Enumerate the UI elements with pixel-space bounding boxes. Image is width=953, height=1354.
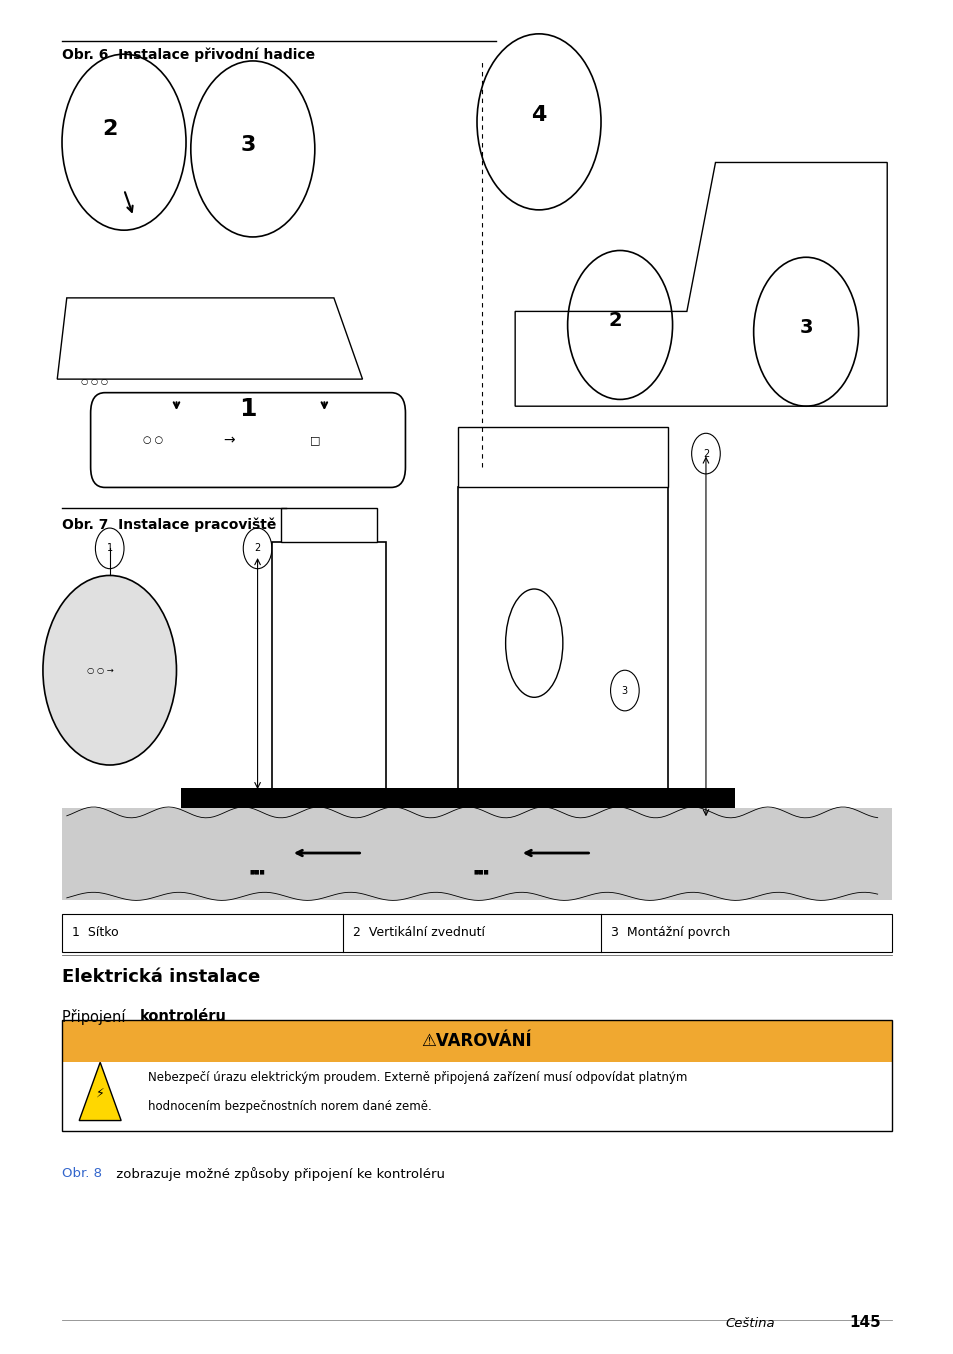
Bar xyxy=(62,1020,891,1131)
Text: 1  Sítko: 1 Sítko xyxy=(71,926,118,940)
Text: hodnocením bezpečnostních norem dané země.: hodnocením bezpečnostních norem dané zem… xyxy=(148,1099,431,1113)
Polygon shape xyxy=(79,1063,121,1121)
Bar xyxy=(62,914,891,952)
Text: 3  Montážní povrch: 3 Montážní povrch xyxy=(610,926,729,940)
FancyBboxPatch shape xyxy=(91,393,405,487)
Text: 1: 1 xyxy=(107,543,112,554)
Bar xyxy=(62,1062,891,1131)
Text: Připojení: Připojení xyxy=(62,1009,130,1025)
Text: ○ ○ ○: ○ ○ ○ xyxy=(81,378,108,386)
Text: ○ ○ →: ○ ○ → xyxy=(87,666,113,674)
Text: 2  Vertikální zvednutí: 2 Vertikální zvednutí xyxy=(353,926,484,940)
Bar xyxy=(457,487,667,812)
Text: 2: 2 xyxy=(608,311,621,330)
Text: □: □ xyxy=(309,435,320,445)
Text: zobrazuje možné způsoby připojení ke kontroléru: zobrazuje možné způsoby připojení ke kon… xyxy=(112,1167,444,1181)
Text: kontroléru: kontroléru xyxy=(140,1009,227,1024)
Text: Elektrická instalace: Elektrická instalace xyxy=(62,968,260,986)
Text: 145: 145 xyxy=(848,1315,880,1330)
Bar xyxy=(272,542,386,792)
Text: 1: 1 xyxy=(239,397,256,421)
Text: ○ ○: ○ ○ xyxy=(142,435,163,445)
Text: →: → xyxy=(223,433,234,447)
Bar xyxy=(62,1020,891,1062)
Text: 3: 3 xyxy=(621,685,627,696)
Text: 3: 3 xyxy=(240,135,255,154)
Text: Obr. 6  Instalace přivodní hadice: Obr. 6 Instalace přivodní hadice xyxy=(62,47,314,62)
Text: 2: 2 xyxy=(254,543,260,554)
Text: 2: 2 xyxy=(702,448,708,459)
FancyBboxPatch shape xyxy=(52,61,462,433)
Text: Nebezpečí úrazu elektrickým proudem. Externě připojená zařízení musí odpovídat p: Nebezpečí úrazu elektrickým proudem. Ext… xyxy=(148,1071,686,1083)
Bar xyxy=(181,788,734,812)
Text: 3: 3 xyxy=(799,318,812,337)
Text: ■■■: ■■■ xyxy=(250,869,265,875)
Text: ■■■: ■■■ xyxy=(474,869,489,875)
Text: Ceština: Ceština xyxy=(724,1316,774,1330)
Text: 4: 4 xyxy=(531,106,546,125)
Bar xyxy=(281,508,376,542)
Text: ⚡: ⚡ xyxy=(95,1087,105,1099)
Text: Obr. 8: Obr. 8 xyxy=(62,1167,102,1181)
Text: 2: 2 xyxy=(102,119,117,138)
Text: ⚠VAROVÁNÍ: ⚠VAROVÁNÍ xyxy=(421,1032,532,1049)
Bar xyxy=(62,808,891,900)
Text: Obr. 7  Instalace pracoviště: Obr. 7 Instalace pracoviště xyxy=(62,517,276,532)
Circle shape xyxy=(43,575,176,765)
Bar xyxy=(457,427,667,487)
